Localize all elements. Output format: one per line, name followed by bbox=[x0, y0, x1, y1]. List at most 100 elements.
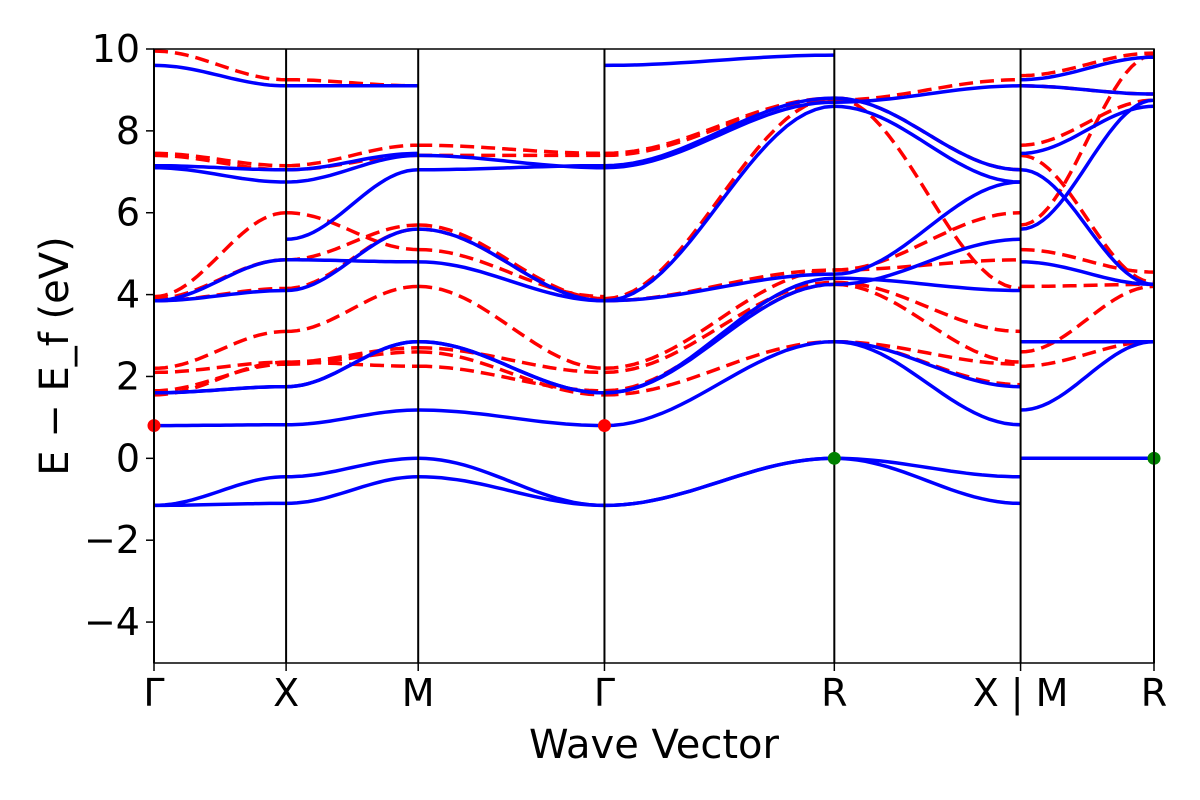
x-tick-label-0: Γ bbox=[143, 671, 164, 715]
y-tick-label-0: 10 bbox=[92, 27, 140, 71]
band-solid-seg1-1 bbox=[286, 456, 419, 479]
x-tick-label-6: R bbox=[1141, 671, 1167, 715]
band-solid-seg0-9 bbox=[154, 63, 287, 88]
band-solid-seg3-7 bbox=[604, 100, 835, 170]
band-solid-seg1-6 bbox=[286, 258, 419, 264]
band-solid-seg3-6 bbox=[604, 104, 835, 303]
x-tick-label-3: Γ bbox=[594, 671, 615, 715]
band-solid-seg3-2 bbox=[604, 339, 835, 428]
band-dashed-seg2-5 bbox=[418, 223, 605, 301]
band-dashed-seg2-2 bbox=[418, 346, 605, 375]
band-dashed-seg3-4 bbox=[604, 268, 835, 303]
band-solid-seg3-5 bbox=[604, 272, 835, 303]
band-solid-seg1-4 bbox=[286, 339, 419, 389]
band-solid-seg4-1 bbox=[834, 456, 1021, 506]
band-dashed-seg1-6 bbox=[286, 210, 419, 252]
x-axis-label: Wave Vector bbox=[529, 722, 780, 768]
band-dashed-seg5-6 bbox=[1020, 98, 1154, 147]
band-dashed-seg1-5 bbox=[286, 223, 419, 262]
band-dashed-seg2-6 bbox=[418, 247, 605, 299]
x-tick-label-2: M bbox=[402, 671, 435, 715]
band-dashed-seg3-0 bbox=[604, 339, 835, 397]
y-tick-label-3: 4 bbox=[116, 273, 140, 317]
band-solid-seg5-8 bbox=[1020, 55, 1154, 82]
band-solid-seg4-3 bbox=[834, 339, 1021, 389]
band-solid-seg3-9 bbox=[604, 53, 835, 68]
band-solid-seg5-6 bbox=[1020, 104, 1154, 156]
band-solid-seg4-9 bbox=[834, 96, 1021, 172]
y-tick-label-2: 6 bbox=[116, 191, 140, 235]
band-solid-seg0-6 bbox=[154, 258, 287, 303]
band-dashed-seg5-5 bbox=[1020, 153, 1154, 285]
band-dashed-seg3-2 bbox=[604, 280, 835, 375]
band-dashed-seg2-3 bbox=[418, 284, 605, 371]
band-dashed-seg4-3 bbox=[834, 280, 1021, 334]
band-dashed-seg5-8 bbox=[1020, 51, 1154, 78]
band-curves bbox=[154, 49, 1154, 508]
cbm-marker-1 bbox=[597, 419, 611, 433]
band-dashed-seg2-8 bbox=[418, 143, 605, 156]
y-tick-label-4: 2 bbox=[116, 354, 140, 398]
band-solid-seg0-2 bbox=[154, 423, 287, 428]
band-solid-seg3-1 bbox=[604, 456, 835, 508]
band-solid-seg2-1 bbox=[418, 456, 605, 508]
band-dashed-seg3-5 bbox=[604, 96, 835, 301]
band-solid-seg1-9 bbox=[286, 151, 419, 172]
band-solid-seg0-0 bbox=[154, 501, 287, 508]
band-solid-seg2-4 bbox=[418, 339, 605, 395]
y-axis-label: E − E_f (eV) bbox=[32, 236, 78, 475]
band-dashed-seg4-2 bbox=[834, 282, 1021, 364]
band-dashed-seg0-2 bbox=[154, 360, 287, 375]
band-solid-seg0-8 bbox=[154, 163, 287, 172]
band-solid-seg0-1 bbox=[154, 475, 287, 508]
band-dashed-seg4-7 bbox=[834, 77, 1021, 102]
band-solid-seg4-5 bbox=[834, 276, 1021, 293]
band-solid-seg0-5 bbox=[154, 288, 287, 303]
band-solid-seg5-5 bbox=[1020, 168, 1154, 287]
band-solid-seg5-3 bbox=[1020, 260, 1154, 287]
band-dashed-seg0-6 bbox=[154, 210, 287, 299]
y-axis-ticks: 10 8 6 4 2 0 −2 −4 bbox=[84, 27, 154, 644]
band-solid-seg2-5 bbox=[418, 227, 605, 303]
x-axis-ticks: Γ X M Γ R X | M R bbox=[143, 663, 1167, 716]
y-tick-label-1: 8 bbox=[116, 109, 140, 153]
band-dashed-seg0-3 bbox=[154, 329, 287, 371]
vbm-marker-2 bbox=[827, 451, 841, 465]
band-solid-seg0-4 bbox=[154, 384, 287, 395]
extrema-markers bbox=[147, 419, 1161, 465]
band-dashed-seg1-3 bbox=[286, 284, 419, 334]
band-solid-seg4-4 bbox=[834, 237, 1021, 287]
band-dashed-seg0-8 bbox=[154, 151, 287, 168]
y-tick-label-5: 0 bbox=[116, 436, 140, 480]
x-tick-label-5: X | M bbox=[973, 671, 1069, 716]
band-dashed-seg0-1 bbox=[154, 362, 287, 393]
band-dashed-seg5-1 bbox=[1020, 284, 1154, 354]
y-tick-label-6: −2 bbox=[84, 518, 140, 562]
x-tick-label-4: R bbox=[821, 671, 847, 715]
band-solid-seg4-7 bbox=[834, 104, 1021, 184]
band-dashed-seg5-3 bbox=[1020, 247, 1154, 274]
band-solid-seg1-8 bbox=[286, 153, 419, 184]
x-tick-label-1: X bbox=[273, 671, 299, 715]
band-dashed-seg0-9 bbox=[154, 49, 287, 82]
band-solid-seg2-6 bbox=[418, 260, 605, 303]
band-solid-seg3-8 bbox=[604, 96, 835, 168]
band-solid-seg2-2 bbox=[418, 408, 605, 428]
band-solid-seg1-0 bbox=[286, 475, 419, 506]
band-solid-seg1-2 bbox=[286, 408, 419, 427]
band-solid-seg2-8 bbox=[418, 153, 605, 170]
band-solid-seg0-7 bbox=[154, 165, 287, 184]
band-solid-seg5-1 bbox=[1020, 339, 1154, 412]
band-solid-seg5-7 bbox=[1020, 84, 1154, 96]
band-dashed-seg1-8 bbox=[286, 143, 419, 168]
band-solid-seg4-2 bbox=[834, 339, 1021, 427]
band-solid-seg3-4 bbox=[604, 276, 835, 395]
band-solid-seg4-6 bbox=[834, 180, 1021, 276]
band-dashed-seg1-2 bbox=[286, 346, 419, 364]
band-solid-seg1-7 bbox=[286, 168, 419, 242]
plot-frame bbox=[153, 48, 1155, 664]
band-dashed-seg2-0 bbox=[418, 350, 605, 397]
band-dashed-seg5-4 bbox=[1020, 53, 1154, 227]
y-tick-label-7: −4 bbox=[84, 600, 140, 644]
